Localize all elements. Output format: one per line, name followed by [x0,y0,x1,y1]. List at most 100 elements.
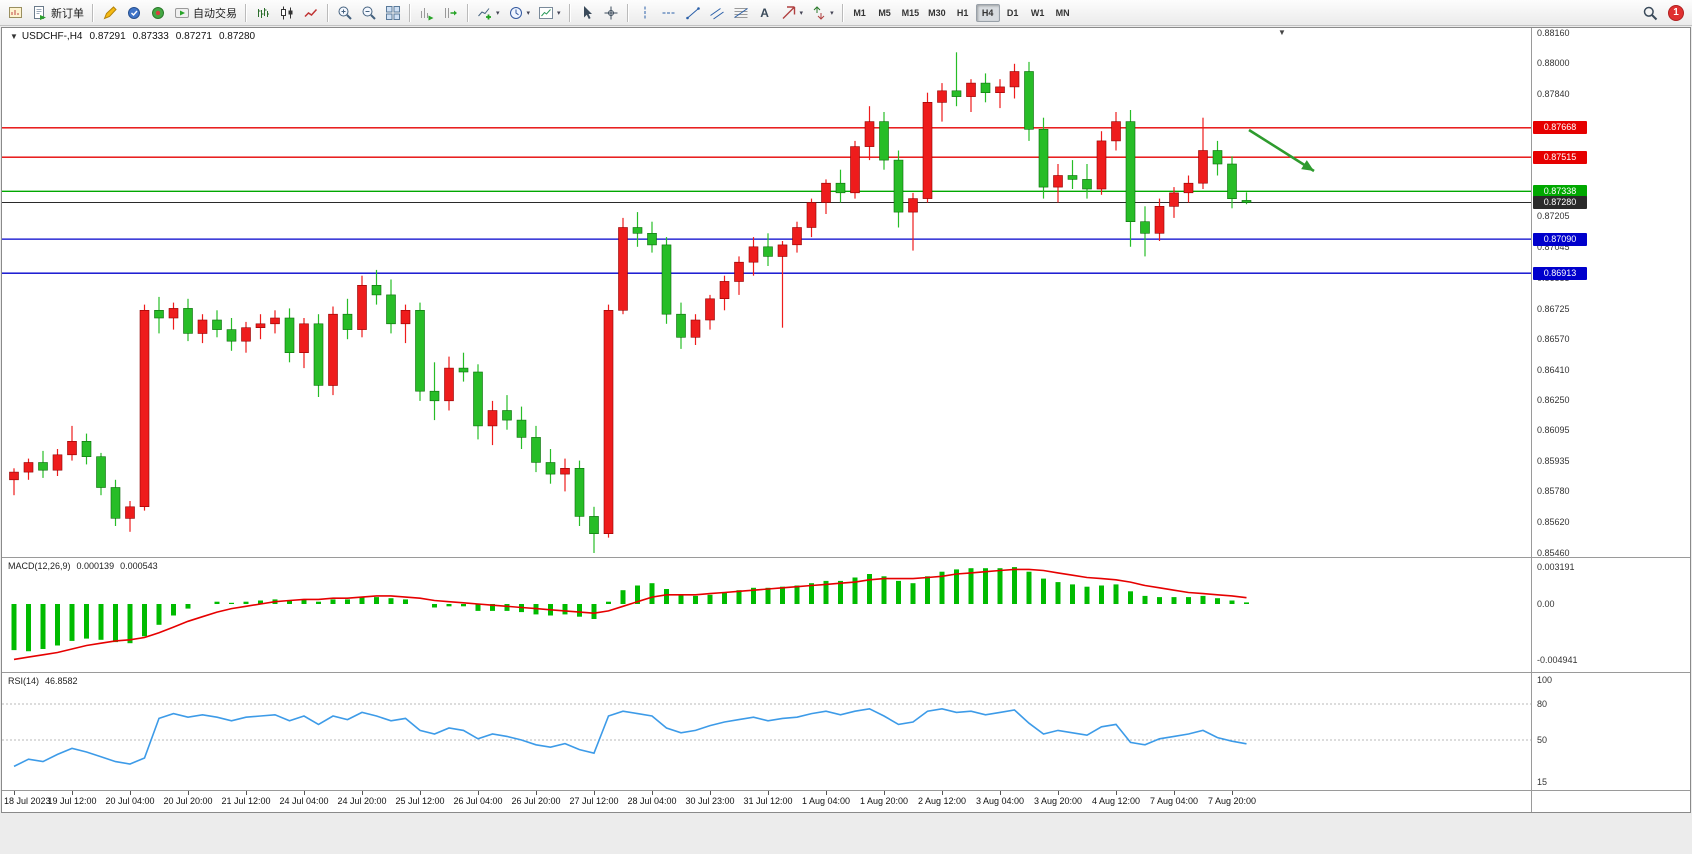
chevron-down-icon: ▾ [526,9,531,17]
chart-window-icon [9,6,22,18]
market-watch-button[interactable] [122,2,146,24]
price-tick: 0.87840 [1537,89,1570,99]
auto-trading-button[interactable]: 自动交易 [170,2,241,24]
time-axis-label: 7 Aug 20:00 [1207,796,1257,806]
bar-chart-icon [258,7,269,18]
price-line-badge[interactable]: 0.87090 [1533,233,1587,246]
timeframe-m15-button[interactable]: M15 [898,4,924,22]
time-tick [710,791,711,795]
price-tick: 0.86095 [1537,425,1570,435]
price-line-badge[interactable]: 0.87668 [1533,121,1587,134]
channel-icon [709,7,724,19]
time-tick [1116,791,1117,795]
timeframe-m30-button[interactable]: M30 [924,4,950,22]
channel-button[interactable] [705,2,729,24]
price-tick: 0.86410 [1537,365,1570,375]
timeframe-mn-button[interactable]: MN [1051,4,1075,22]
timeframe-w1-button[interactable]: W1 [1026,4,1050,22]
time-axis[interactable] [2,791,1532,812]
macd-canvas[interactable] [2,558,1532,672]
rsi-scale-tick: 15 [1537,777,1548,787]
chevron-down-icon: ▾ [496,9,500,17]
timeframe-m5-button[interactable]: M5 [873,4,897,22]
time-axis-label: 1 Aug 04:00 [801,796,851,806]
price-line-badge[interactable]: 0.87515 [1533,151,1587,164]
clock-icon [509,6,522,19]
rsi-scale-tick: 100 [1537,675,1553,685]
line-chart-button[interactable] [299,2,323,24]
candlestick-chart-button[interactable] [275,2,299,24]
line-chart-icon [304,8,318,17]
horizontal-line-button[interactable] [657,2,681,24]
collapse-triangle-icon[interactable]: ▼ [10,32,18,41]
toolbar-separator [245,3,247,22]
macd-scale-tick: 0.003191 [1537,562,1575,572]
cursor-button[interactable] [575,2,599,24]
zoom-in-button[interactable] [333,2,357,24]
crosshair-button[interactable] [599,2,623,24]
history-center-button[interactable] [146,2,170,24]
time-tick [536,791,537,795]
current-price-badge[interactable]: 0.87280 [1533,196,1587,209]
vertical-line-button[interactable] [633,2,657,24]
auto-trading-icon [175,7,189,18]
timeframe-h4-button[interactable]: H4 [975,3,1000,22]
price-chart-canvas[interactable] [2,28,1532,557]
price-line-badge[interactable]: 0.87338 [1533,185,1587,198]
arrows-tool-button[interactable]: ▾ [807,2,838,24]
chart-shift-button[interactable] [439,2,463,24]
price-tick: 0.88000 [1537,58,1570,68]
macd-pane[interactable] [2,558,1532,672]
search-icon [1643,6,1658,20]
fibonacci-button[interactable] [729,2,753,24]
auto-scroll-button[interactable] [415,2,439,24]
time-axis-label: 24 Jul 20:00 [337,796,387,806]
price-chart-pane[interactable] [2,28,1532,557]
periods-button[interactable]: ▾ [504,2,535,24]
time-axis-label: 3 Aug 20:00 [1033,796,1083,806]
price-tick: 0.86725 [1537,304,1570,314]
ohlc-low: 0.87271 [175,31,212,42]
timeframe-d1-button[interactable]: D1 [1001,4,1025,22]
timeframe-h1-button[interactable]: H1 [951,4,975,22]
chart-symbol-period: USDCHF-,H4 [21,31,83,42]
rsi-pane[interactable] [2,673,1532,790]
time-tick [420,791,421,795]
search-button[interactable] [1638,2,1662,24]
rsi-canvas[interactable] [2,673,1532,790]
pane-separator[interactable] [2,672,1690,673]
label-tool-button[interactable]: ▾ [777,2,808,24]
template-icon [539,6,554,19]
price-tick: 0.87045 [1537,242,1570,252]
toolbar-right-tools: 1 [1638,2,1688,24]
templates-button[interactable]: ▾ [534,2,565,24]
new-order-button[interactable]: 新订单 [28,2,88,24]
rsi-value: 46.8582 [45,676,78,686]
notification-badge[interactable]: 1 [1668,4,1684,21]
toolbar-separator [409,3,411,22]
timeframe-m1-button[interactable]: M1 [848,4,872,22]
price-line-badge[interactable]: 0.86913 [1533,267,1587,280]
toolbar-separator [626,3,629,22]
new-chart-button[interactable] [4,2,28,24]
tile-windows-button[interactable] [381,2,405,24]
trendline-button[interactable] [681,2,705,24]
price-scale[interactable] [1532,28,1690,812]
pane-separator[interactable] [2,557,1690,558]
time-tick [826,791,827,795]
macd-scale-tick: -0.004941 [1537,655,1578,665]
price-tick: 0.88160 [1537,28,1570,38]
macd-scale-tick: 0.00 [1537,599,1555,609]
time-tick [304,791,305,795]
zoom-out-button[interactable] [357,2,381,24]
toolbar-separator [92,3,94,22]
bar-chart-button[interactable] [251,2,275,24]
rsi-label: RSI(14) 46.8582 [8,676,84,686]
indicators-button[interactable]: ▾ [473,2,504,24]
text-tool-button[interactable]: A [753,2,777,24]
trendline-icon [685,6,700,19]
chart-shift-marker-icon[interactable]: ▼ [1278,28,1286,37]
metaeditor-button[interactable] [98,2,122,24]
time-axis-label: 2 Aug 12:00 [917,796,967,806]
time-axis-label: 19 Jul 12:00 [47,796,97,806]
